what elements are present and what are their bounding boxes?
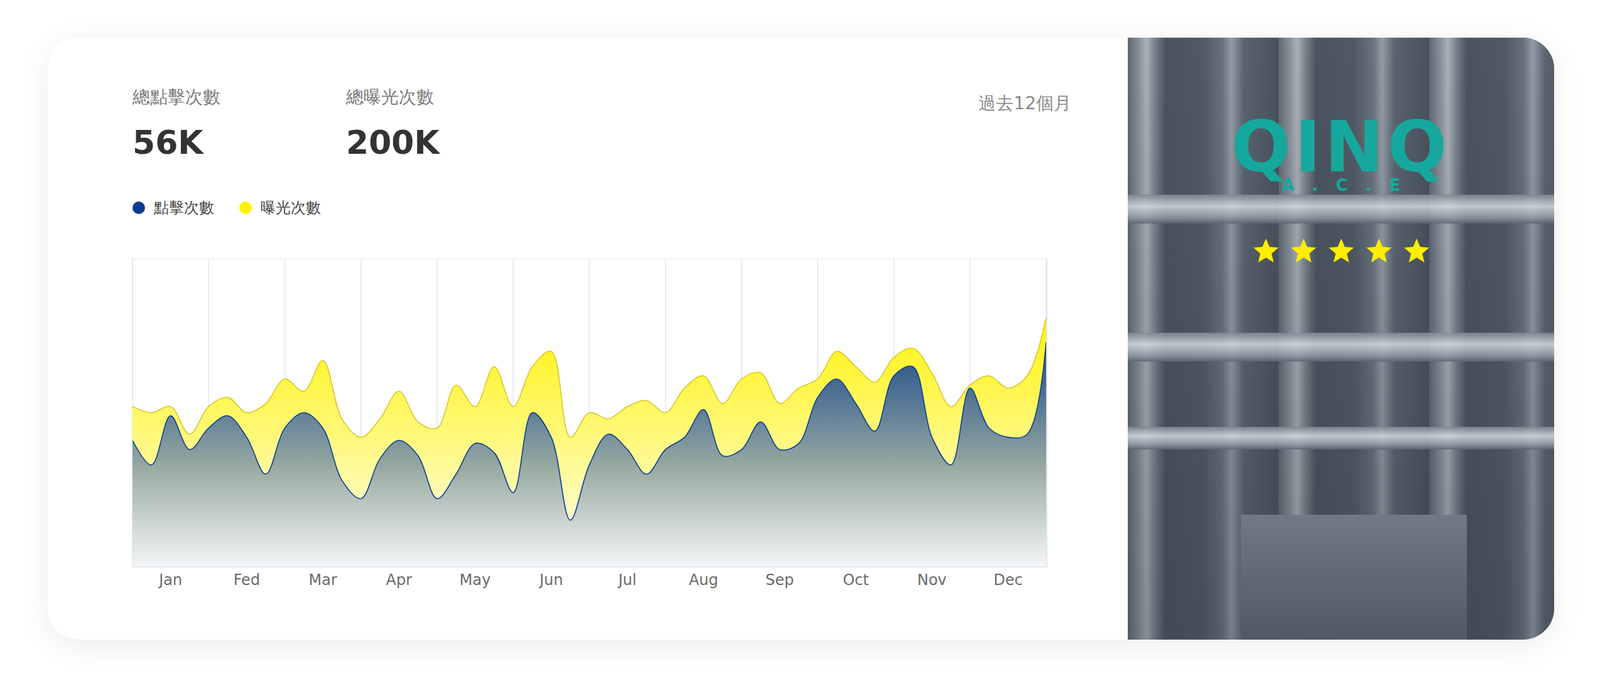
svg-text:Nov: Nov bbox=[917, 571, 947, 590]
svg-text:Apr: Apr bbox=[386, 571, 413, 590]
svg-text:Aug: Aug bbox=[688, 571, 719, 590]
html-text:200K: 200K bbox=[345, 123, 440, 162]
svg-text:Jan: Jan bbox=[157, 571, 183, 590]
html-text:56K: 56K bbox=[132, 123, 204, 162]
svg-text:Oct: Oct bbox=[842, 571, 870, 590]
html-text:總點擊次數: 總點擊次數 bbox=[132, 86, 221, 108]
html-text:過去12個月: 過去12個月 bbox=[978, 92, 1072, 114]
html-text:A.C.E: A.C.E bbox=[1281, 175, 1418, 195]
html-text:QINQ: QINQ bbox=[1231, 106, 1451, 188]
svg-text:Jul: Jul bbox=[617, 571, 637, 590]
svg-text:Fed: Fed bbox=[233, 571, 261, 590]
html-text:點擊次數: 點擊次數 bbox=[153, 199, 215, 217]
svg-text:May: May bbox=[459, 571, 492, 590]
svg-text:Mar: Mar bbox=[308, 571, 337, 590]
svg-text:Dec: Dec bbox=[993, 571, 1023, 590]
html-text:總曝光次數: 總曝光次數 bbox=[345, 86, 434, 108]
svg-text:Sep: Sep bbox=[765, 571, 794, 590]
svg-text:Jun: Jun bbox=[538, 571, 564, 590]
html-text:曝光次數: 曝光次數 bbox=[260, 199, 321, 217]
